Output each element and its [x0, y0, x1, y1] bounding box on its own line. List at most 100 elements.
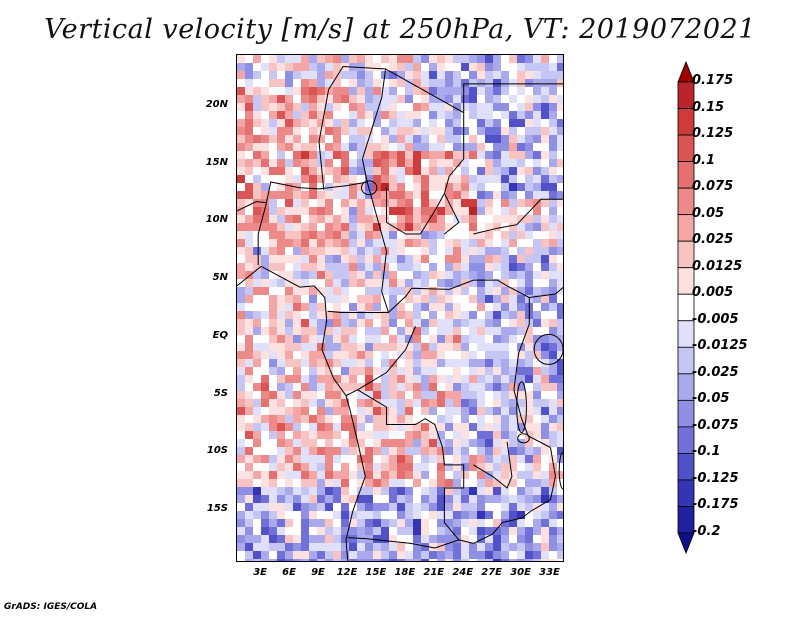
field-cell — [517, 463, 526, 472]
field-cell — [309, 71, 318, 80]
field-cell — [541, 263, 550, 272]
field-cell — [277, 255, 286, 264]
field-cell — [261, 191, 270, 200]
field-cell — [357, 439, 366, 448]
field-cell — [461, 167, 470, 176]
field-cell — [365, 439, 374, 448]
field-cell — [437, 559, 446, 561]
field-cell — [549, 271, 558, 280]
field-cell — [461, 183, 470, 192]
field-cell — [397, 455, 406, 464]
field-cell — [557, 127, 563, 136]
field-cell — [437, 207, 446, 216]
field-cell — [285, 143, 294, 152]
field-cell — [413, 111, 422, 120]
field-cell — [549, 423, 558, 432]
field-cell — [325, 383, 334, 392]
field-cell — [341, 63, 350, 72]
field-cell — [541, 423, 550, 432]
field-cell — [381, 215, 390, 224]
field-cell — [349, 143, 358, 152]
field-cell — [333, 479, 342, 488]
colorbar-tick-label: -0.0125 — [692, 338, 748, 354]
field-cell — [309, 247, 318, 256]
field-cell — [365, 231, 374, 240]
field-cell — [549, 239, 558, 248]
field-cell — [525, 351, 534, 360]
field-cell — [373, 455, 382, 464]
field-cell — [413, 255, 422, 264]
field-cell — [453, 479, 462, 488]
field-cell — [333, 295, 342, 304]
field-cell — [373, 119, 382, 128]
field-cell — [445, 439, 454, 448]
field-cell — [421, 63, 430, 72]
field-cell — [277, 351, 286, 360]
field-cell — [277, 431, 286, 440]
field-cell — [365, 319, 374, 328]
field-cell — [245, 247, 254, 256]
field-cell — [293, 471, 302, 480]
field-cell — [549, 55, 558, 64]
field-cell — [453, 367, 462, 376]
field-cell — [493, 151, 502, 160]
field-cell — [549, 143, 558, 152]
field-cell — [357, 223, 366, 232]
field-cell — [341, 231, 350, 240]
field-cell — [437, 95, 446, 104]
field-cell — [365, 119, 374, 128]
colorbar-tick-label: -0.075 — [692, 417, 739, 433]
field-cell — [317, 167, 326, 176]
field-cell — [245, 367, 254, 376]
field-cell — [237, 207, 246, 216]
field-cell — [533, 207, 542, 216]
field-cell — [269, 255, 278, 264]
field-cell — [501, 143, 510, 152]
field-cell — [453, 463, 462, 472]
field-cell — [413, 327, 422, 336]
field-cell — [365, 279, 374, 288]
field-cell — [293, 319, 302, 328]
field-cell — [237, 111, 246, 120]
field-cell — [341, 55, 350, 64]
field-cell — [269, 191, 278, 200]
field-cell — [453, 79, 462, 88]
field-cell — [261, 463, 270, 472]
field-cell — [245, 407, 254, 416]
field-cell — [413, 87, 422, 96]
field-cell — [437, 407, 446, 416]
field-cell — [277, 439, 286, 448]
field-cell — [421, 351, 430, 360]
field-cell — [357, 279, 366, 288]
field-cell — [509, 191, 518, 200]
field-cell — [317, 79, 326, 88]
field-cell — [469, 479, 478, 488]
field-cell — [525, 415, 534, 424]
field-cell — [437, 351, 446, 360]
field-cell — [445, 119, 454, 128]
field-cell — [357, 479, 366, 488]
field-cell — [357, 351, 366, 360]
field-cell — [533, 559, 542, 561]
field-cell — [397, 383, 406, 392]
field-cell — [381, 559, 390, 561]
field-cell — [357, 303, 366, 312]
field-cell — [301, 303, 310, 312]
field-cell — [453, 551, 462, 560]
field-cell — [413, 519, 422, 528]
field-cell — [261, 535, 270, 544]
field-cell — [357, 207, 366, 216]
field-cell — [509, 303, 518, 312]
field-cell — [437, 519, 446, 528]
field-cell — [349, 207, 358, 216]
field-cell — [429, 415, 438, 424]
field-cell — [253, 367, 262, 376]
field-cell — [285, 231, 294, 240]
field-cell — [309, 95, 318, 104]
field-cell — [365, 551, 374, 560]
field-cell — [461, 239, 470, 248]
field-cell — [525, 511, 534, 520]
field-cell — [405, 399, 414, 408]
field-cell — [269, 487, 278, 496]
field-cell — [517, 535, 526, 544]
